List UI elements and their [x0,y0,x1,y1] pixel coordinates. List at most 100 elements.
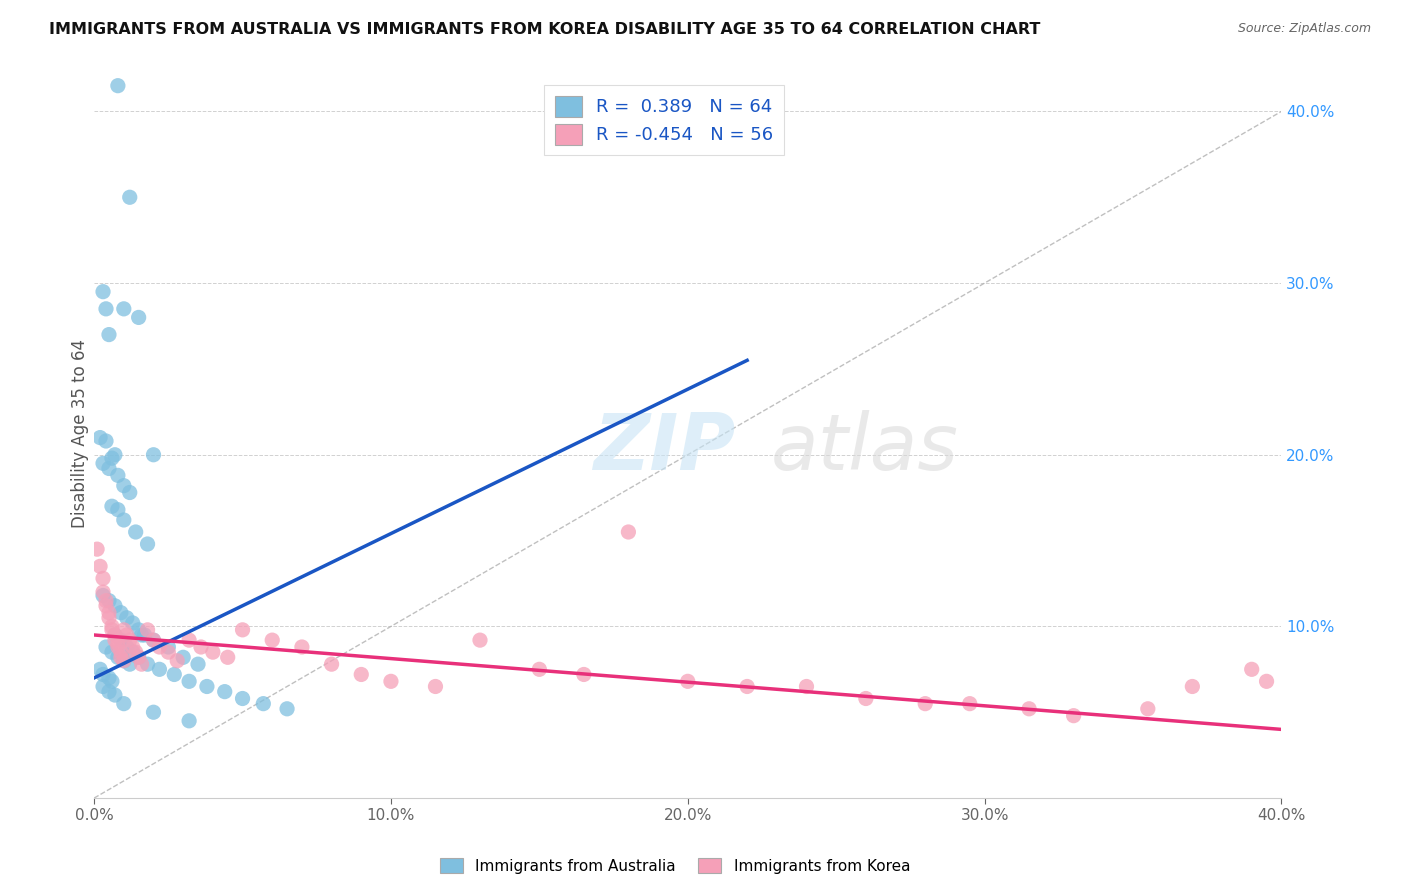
Point [148,662,170,676]
Point [468,633,491,648]
Point [676,674,699,689]
Point [91,571,114,585]
Point [276,702,298,716]
Point [121,640,143,654]
Point [350,667,373,681]
Point [321,657,343,672]
Point [142,705,165,719]
Point [179,674,201,689]
Point [118,485,141,500]
Point [118,657,141,672]
Point [252,697,274,711]
Point [136,657,159,672]
Point [112,301,135,316]
Point [112,697,135,711]
Point [291,640,314,654]
Point [232,623,254,637]
Point [1136,702,1159,716]
Point [142,448,165,462]
Point [115,628,138,642]
Text: IMMIGRANTS FROM AUSTRALIA VS IMMIGRANTS FROM KOREA DISABILITY AGE 35 TO 64 CORRE: IMMIGRANTS FROM AUSTRALIA VS IMMIGRANTS … [49,22,1040,37]
Y-axis label: Disability Age 35 to 64: Disability Age 35 to 64 [72,339,89,528]
Point [136,537,159,551]
Point [179,714,201,728]
Point [98,461,121,475]
Point [195,680,218,694]
Point [572,667,595,681]
Point [735,680,758,694]
Point [118,190,141,204]
Point [380,674,402,689]
Point [91,456,114,470]
Point [128,623,150,637]
Point [190,640,212,654]
Point [166,654,188,668]
Point [115,640,138,654]
Point [914,697,936,711]
Point [201,645,224,659]
Point [110,606,132,620]
Point [148,640,170,654]
Point [89,559,111,574]
Point [796,680,818,694]
Legend: R =  0.389   N = 64, R = -0.454   N = 56: R = 0.389 N = 64, R = -0.454 N = 56 [544,85,785,155]
Point [110,645,132,659]
Point [101,451,124,466]
Point [425,680,447,694]
Point [855,691,877,706]
Point [98,606,121,620]
Point [98,671,121,685]
Point [128,650,150,665]
Point [112,478,135,492]
Point [91,667,114,681]
Point [91,585,114,599]
Point [128,650,150,665]
Point [1063,708,1085,723]
Point [94,599,117,613]
Point [89,662,111,676]
Point [98,593,121,607]
Point [1018,702,1040,716]
Point [115,611,138,625]
Point [262,633,284,648]
Point [172,650,194,665]
Point [118,633,141,648]
Point [121,645,143,659]
Point [104,633,127,648]
Point [89,431,111,445]
Point [617,524,640,539]
Point [107,502,129,516]
Point [98,327,121,342]
Text: atlas: atlas [770,410,959,486]
Point [157,645,180,659]
Point [104,628,127,642]
Point [121,615,143,630]
Point [104,599,127,613]
Point [157,640,180,654]
Point [91,680,114,694]
Point [110,650,132,665]
Point [107,636,129,650]
Point [107,468,129,483]
Point [112,513,135,527]
Point [98,611,121,625]
Point [131,628,153,642]
Point [107,640,129,654]
Point [217,650,239,665]
Point [104,448,127,462]
Point [104,688,127,702]
Point [187,657,209,672]
Point [134,628,156,642]
Point [112,654,135,668]
Point [179,633,201,648]
Point [107,650,129,665]
Point [91,285,114,299]
Legend: Immigrants from Australia, Immigrants from Korea: Immigrants from Australia, Immigrants fr… [433,852,917,880]
Point [101,623,124,637]
Point [529,662,551,676]
Point [101,500,124,514]
Point [104,628,127,642]
Point [1240,662,1263,676]
Point [94,593,117,607]
Text: Source: ZipAtlas.com: Source: ZipAtlas.com [1237,22,1371,36]
